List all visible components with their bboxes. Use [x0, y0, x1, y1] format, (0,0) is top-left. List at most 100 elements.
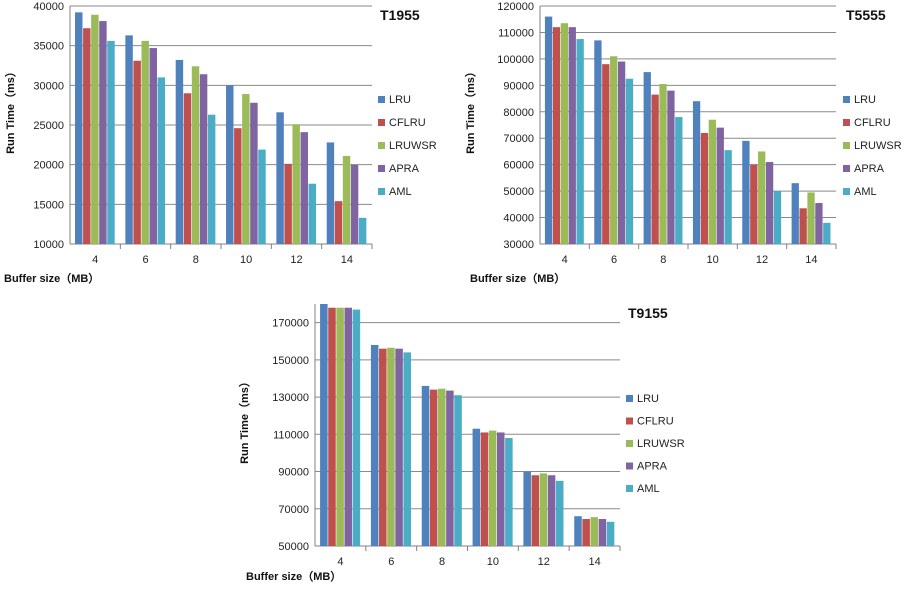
bar-CFLRU-4: [83, 28, 91, 244]
y-tick-label: 80000: [503, 107, 534, 119]
y-tick-label: 15000: [33, 199, 64, 211]
bar-CFLRU-10: [700, 132, 709, 244]
bar-LRUWSR-8: [191, 66, 200, 244]
bar-APRA-10: [716, 127, 724, 244]
y-tick-label: 70000: [503, 133, 534, 145]
x-axis-label: Buffer size（MB）: [4, 272, 99, 285]
bar-LRU-8: [421, 385, 430, 546]
y-tick-label: 110000: [273, 429, 309, 441]
bar-LRUWSR-8: [659, 84, 667, 244]
y-tick-label: 20000: [33, 160, 64, 172]
bar-CFLRU-12: [750, 164, 758, 244]
y-tick-label: 70000: [278, 504, 309, 516]
bar-LRU-8: [643, 72, 651, 244]
bar-LRU-10: [226, 85, 234, 244]
y-tick-label: 150000: [272, 355, 309, 367]
bar-LRU-4: [544, 16, 553, 245]
y-tick-label: 50000: [503, 186, 534, 198]
legend-label: LRUWSR: [854, 140, 902, 152]
legend-swatch-LRU: [378, 96, 385, 103]
legend-swatch-LRUWSR: [843, 142, 850, 149]
bar-AML-8: [675, 117, 683, 244]
chart-T5555: 30000 40000 50000 60000 70000 80000 90000 10000…: [464, 1, 902, 285]
x-tick-label: 4: [337, 556, 343, 568]
legend-label: APRA: [389, 163, 420, 175]
x-tick-label: 10: [240, 254, 252, 266]
bar-APRA-12: [300, 132, 308, 244]
bar-LRU-6: [370, 344, 379, 546]
bar-LRUWSR-10: [488, 430, 497, 546]
y-tick-label: 40000: [33, 1, 64, 13]
bar-LRUWSR-6: [387, 347, 395, 546]
bar-AML-6: [625, 78, 634, 244]
x-tick-label: 10: [487, 556, 499, 568]
legend-label: AML: [389, 186, 412, 198]
legend-swatch-AML: [378, 188, 385, 195]
y-tick-label: 130000: [272, 392, 309, 404]
bar-AML-8: [454, 395, 462, 546]
legend-label: CFLRU: [389, 117, 426, 129]
y-tick-label: 25000: [33, 120, 64, 132]
bar-CFLRU-10: [480, 432, 489, 546]
x-tick-label: 14: [805, 254, 817, 266]
bar-LRU-14: [326, 142, 335, 244]
bar-LRUWSR-4: [91, 14, 99, 244]
bar-LRU-6: [594, 40, 602, 244]
bar-AML-10: [258, 149, 266, 244]
legend-label: AML: [637, 483, 660, 495]
bar-APRA-10: [496, 432, 505, 546]
bar-APRA-8: [667, 90, 675, 244]
bar-LRUWSR-14: [342, 155, 351, 244]
x-tick-label: 8: [193, 254, 199, 266]
legend-label: APRA: [854, 163, 885, 175]
y-tick-label: 10000: [33, 239, 64, 251]
bar-LRUWSR-10: [242, 94, 250, 244]
bar-LRU-10: [472, 428, 481, 546]
legend-swatch-LRU: [843, 96, 850, 103]
chart-title: T1955: [380, 7, 420, 23]
bar-CFLRU-14: [582, 519, 590, 546]
y-tick-label: 60000: [503, 160, 534, 172]
bar-APRA-14: [350, 164, 359, 244]
legend-label: CFLRU: [637, 416, 674, 428]
bar-LRU-14: [574, 516, 582, 546]
bar-LRU-8: [175, 59, 184, 244]
legend-swatch-LRUWSR: [378, 142, 385, 149]
x-tick-label: 6: [611, 254, 617, 266]
bar-CFLRU-4: [328, 307, 336, 546]
bar-AML-6: [157, 77, 166, 245]
y-tick-label: 100000: [497, 54, 534, 66]
y-tick-label: 30000: [33, 80, 64, 92]
bar-LRU-10: [692, 101, 701, 244]
bar-AML-14: [358, 217, 367, 244]
bar-AML-14: [606, 521, 615, 546]
y-tick-label: 30000: [503, 239, 534, 251]
bar-APRA-8: [446, 390, 454, 546]
legend-swatch-CFLRU: [626, 417, 633, 425]
bar-LRUWSR-8: [438, 388, 446, 546]
bar-CFLRU-8: [651, 94, 659, 244]
chart-title: T5555: [846, 7, 886, 23]
bar-APRA-4: [344, 307, 353, 546]
bar-AML-4: [352, 309, 361, 546]
bar-APRA-14: [815, 203, 823, 244]
bar-LRU-4: [320, 304, 328, 546]
y-axis-label: Run Time（ms）: [238, 376, 251, 464]
bar-APRA-6: [395, 348, 403, 546]
bar-APRA-6: [617, 61, 626, 245]
legend-label: LRU: [637, 393, 659, 405]
legend-swatch-LRUWSR: [626, 440, 633, 447]
bar-AML-10: [505, 438, 513, 546]
bar-APRA-12: [547, 475, 556, 546]
bar-APRA-6: [149, 48, 157, 245]
x-tick-label: 14: [588, 556, 600, 568]
bar-LRUWSR-6: [141, 40, 149, 245]
legend-swatch-AML: [843, 188, 850, 195]
x-tick-label: 8: [439, 556, 445, 568]
legend-swatch-CFLRU: [378, 119, 385, 126]
legend-swatch-CFLRU: [843, 119, 850, 126]
x-tick-label: 6: [142, 254, 148, 266]
bar-LRU-12: [742, 140, 750, 244]
legend-swatch-AML: [626, 485, 633, 492]
